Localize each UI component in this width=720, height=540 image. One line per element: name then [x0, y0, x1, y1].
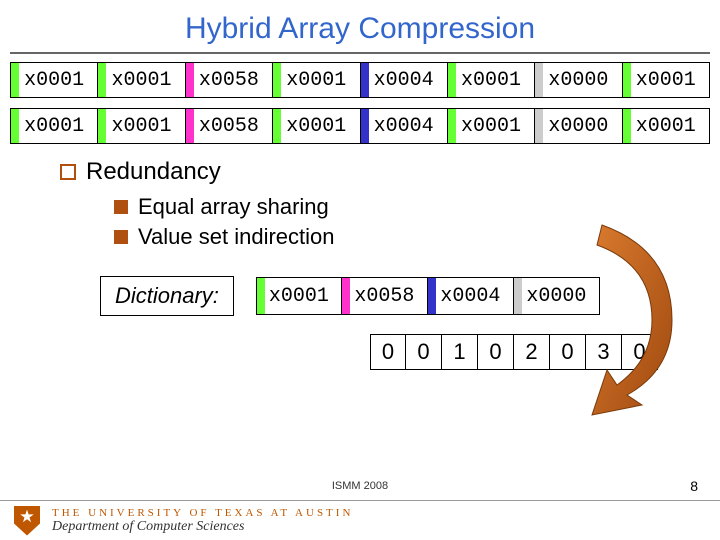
index-cell: 1 — [442, 334, 478, 370]
department-name: Department of Computer Sciences — [52, 519, 353, 534]
bullet-item: Equal array sharing — [114, 194, 710, 220]
array-cell: x0001 — [623, 108, 710, 144]
array-cell: x0001 — [256, 277, 342, 315]
array-cell: x0000 — [535, 108, 622, 144]
conference-footer: ISMM 2008 — [0, 480, 720, 492]
section-heading-text: Redundancy — [86, 158, 221, 186]
array-cell: x0001 — [448, 62, 535, 98]
array-cell: x0001 — [448, 108, 535, 144]
slide-title: Hybrid Array Compression — [10, 0, 710, 54]
dictionary-label: Dictionary: — [100, 276, 234, 316]
index-cell: 0 — [370, 334, 406, 370]
array-cell: x0058 — [342, 277, 428, 315]
array-cell: x0001 — [98, 108, 185, 144]
bullet-item: Value set indirection — [114, 224, 710, 250]
array-cell: x0000 — [535, 62, 622, 98]
array-cell: x0058 — [186, 62, 273, 98]
bullet-text: Value set indirection — [138, 224, 335, 250]
index-cell: 2 — [514, 334, 550, 370]
university-name: THE UNIVERSITY OF TEXAS AT AUSTIN — [52, 507, 353, 519]
array-cell: x0001 — [623, 62, 710, 98]
index-row: 00102030 — [370, 334, 710, 370]
array-row-1: x0001x0001x0058x0001x0004x0001x0000x0001 — [10, 62, 710, 98]
index-cell: 0 — [478, 334, 514, 370]
index-cell: 0 — [550, 334, 586, 370]
array-row-2: x0001x0001x0058x0001x0004x0001x0000x0001 — [10, 108, 710, 144]
array-cell: x0004 — [361, 108, 448, 144]
array-cell: x0001 — [10, 62, 98, 98]
dictionary-cells: x0001x0058x0004x0000 — [256, 277, 600, 315]
filled-square-icon — [114, 200, 128, 214]
hollow-square-icon — [60, 164, 76, 180]
university-footer: THE UNIVERSITY OF TEXAS AT AUSTIN Depart… — [0, 500, 720, 540]
array-cell: x0004 — [361, 62, 448, 98]
array-cell: x0004 — [428, 277, 514, 315]
index-cell: 3 — [586, 334, 622, 370]
index-cell: 0 — [622, 334, 658, 370]
ut-shield-icon — [14, 506, 40, 536]
bullet-text: Equal array sharing — [138, 194, 329, 220]
university-text: THE UNIVERSITY OF TEXAS AT AUSTIN Depart… — [52, 507, 353, 534]
array-cell: x0001 — [273, 108, 360, 144]
array-cell: x0001 — [273, 62, 360, 98]
index-cell: 0 — [406, 334, 442, 370]
array-cell: x0001 — [98, 62, 185, 98]
bullet-list: Equal array sharing Value set indirection — [60, 194, 710, 250]
array-cell: x0000 — [514, 277, 600, 315]
array-cell: x0001 — [10, 108, 98, 144]
array-cell: x0058 — [186, 108, 273, 144]
page-number: 8 — [690, 478, 698, 494]
filled-square-icon — [114, 230, 128, 244]
section-heading: Redundancy — [60, 158, 710, 186]
dictionary-row: Dictionary: x0001x0058x0004x0000 — [60, 276, 710, 316]
